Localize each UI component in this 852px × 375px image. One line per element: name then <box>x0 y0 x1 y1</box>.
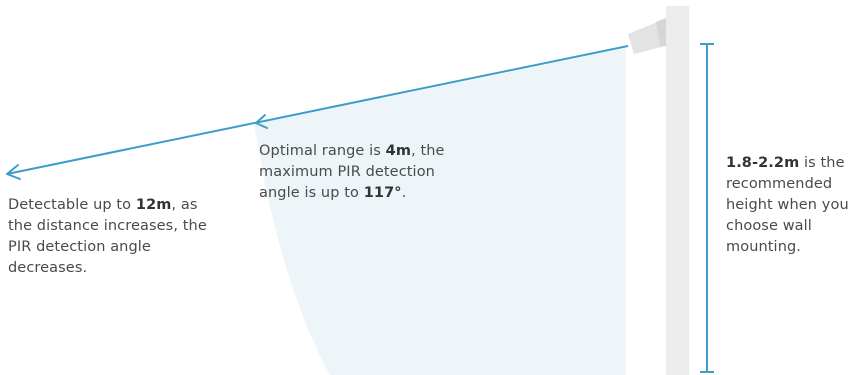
wall <box>666 6 689 375</box>
optimal-range-distance: 4m <box>385 143 412 159</box>
far-range-distance: 12m <box>135 197 172 213</box>
far-range-suffix: , as the distance increases, the PIR det… <box>8 197 207 276</box>
mount-height-annotation: 1.8-2.2m is the recommended height when … <box>726 153 852 258</box>
pir-sensor <box>628 18 666 54</box>
optimal-range-prefix: Optimal range is <box>259 143 386 159</box>
far-range-arrowhead-icon <box>6 164 21 180</box>
detection-cone <box>254 48 626 375</box>
optimal-range-angle: 117° <box>363 185 402 201</box>
optimal-range-middle: , the maximum PIR detection angle is up … <box>259 143 445 201</box>
detection-beam-line <box>6 45 629 175</box>
optimal-range-arrowhead-icon <box>255 114 268 129</box>
optimal-range-suffix: . <box>401 185 407 201</box>
far-range-prefix: Detectable up to <box>8 197 136 213</box>
mount-height-suffix: is the recommended height when you choos… <box>726 155 849 255</box>
height-dimension-line <box>700 43 714 373</box>
optimal-range-annotation: Optimal range is 4m, the maximum PIR det… <box>259 141 449 204</box>
mount-height-value: 1.8-2.2m <box>726 155 800 171</box>
far-range-annotation: Detectable up to 12m, as the distance in… <box>8 195 223 279</box>
